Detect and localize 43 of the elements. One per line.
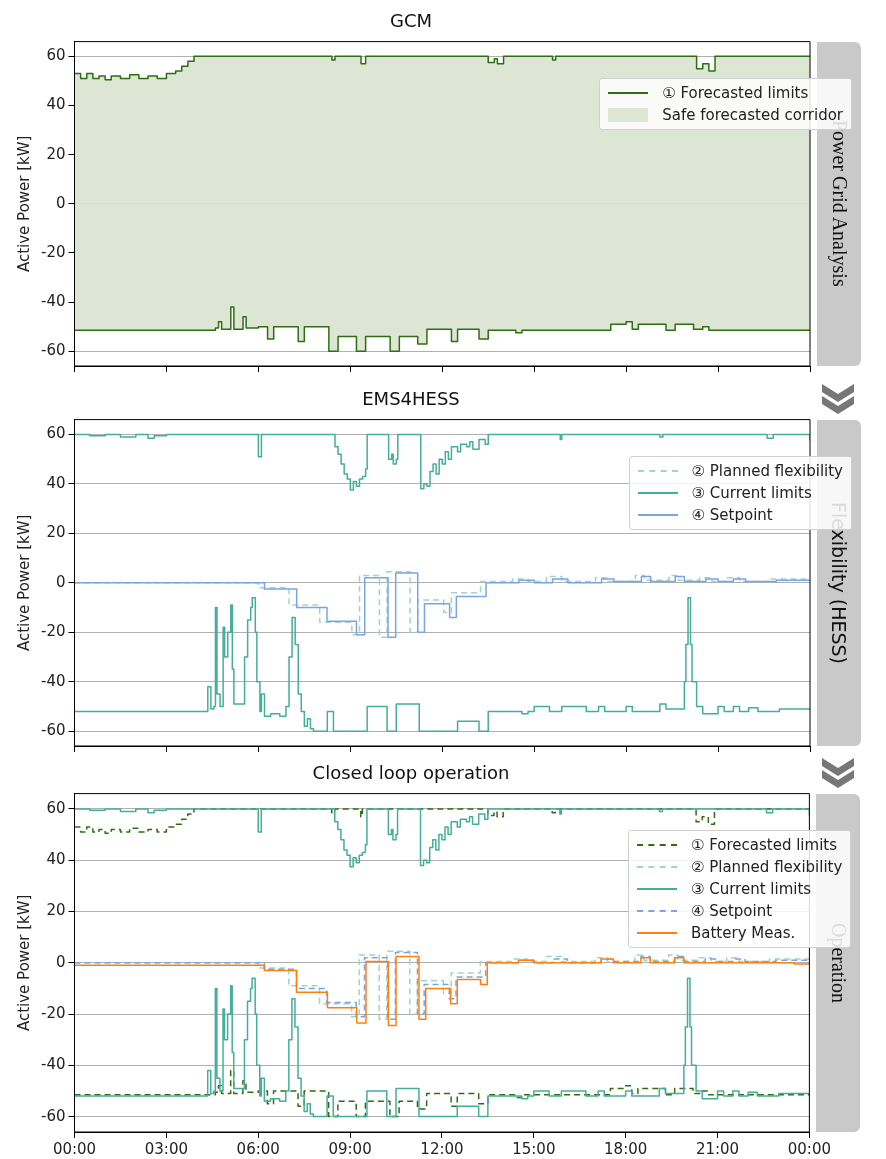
y-tick-label: 0 <box>55 193 66 212</box>
x-tick-label: 09:00 <box>328 1139 372 1158</box>
y-tick-label: 40 <box>46 473 66 492</box>
legend-label: Battery Meas. <box>690 923 796 942</box>
y-tick-label: -20 <box>41 622 66 641</box>
y-tick-label: -20 <box>41 1003 66 1022</box>
y-tick-label: 0 <box>55 952 66 971</box>
y-tick-label: -60 <box>41 721 66 740</box>
y-axis-title: Active Power [kW] <box>14 135 33 273</box>
y-tick-label: -40 <box>41 1055 66 1074</box>
x-tick-label: 03:00 <box>144 1139 188 1158</box>
chart-title: EMS4HESS <box>362 388 460 410</box>
legend-label: ① Forecasted limits <box>662 83 809 102</box>
y-tick-label: 40 <box>46 850 66 869</box>
legend-label: ④ Setpoint <box>690 901 773 920</box>
x-tick-label: 15:00 <box>512 1139 556 1158</box>
x-tick-label: 00:00 <box>787 1139 831 1158</box>
y-tick-label: -40 <box>41 291 66 310</box>
x-tick-label: 00:00 <box>52 1139 97 1158</box>
x-tick-label: 12:00 <box>420 1139 464 1158</box>
y-tick-label: -40 <box>41 671 66 690</box>
y-tick-label: 60 <box>46 46 66 65</box>
x-tick-label: 18:00 <box>604 1139 648 1158</box>
x-tick-label: 21:00 <box>695 1139 740 1158</box>
y-tick-label: -60 <box>41 341 66 360</box>
chart-title: Closed loop operation <box>312 762 510 784</box>
y-axis-title: Active Power [kW] <box>14 514 33 652</box>
legend-label: ④ Setpoint <box>691 505 773 524</box>
y-tick-label: 0 <box>55 572 66 591</box>
y-tick-label: -20 <box>41 242 66 261</box>
legend-label: Safe forecasted corridor <box>662 105 843 124</box>
y-axis-title: Active Power [kW] <box>14 894 33 1032</box>
y-tick-label: 20 <box>46 144 66 163</box>
y-tick-label: 40 <box>46 95 66 114</box>
chart-title: GCM <box>389 10 433 32</box>
x-tick-label: 06:00 <box>236 1139 280 1158</box>
legend-label: ③ Current limits <box>690 879 812 898</box>
legend-label: ③ Current limits <box>691 483 812 502</box>
y-tick-label: 60 <box>46 424 66 443</box>
y-tick-label: 20 <box>46 523 66 542</box>
y-tick-label: -60 <box>41 1106 66 1125</box>
y-tick-label: 60 <box>46 798 66 817</box>
y-tick-label: 20 <box>46 901 66 920</box>
